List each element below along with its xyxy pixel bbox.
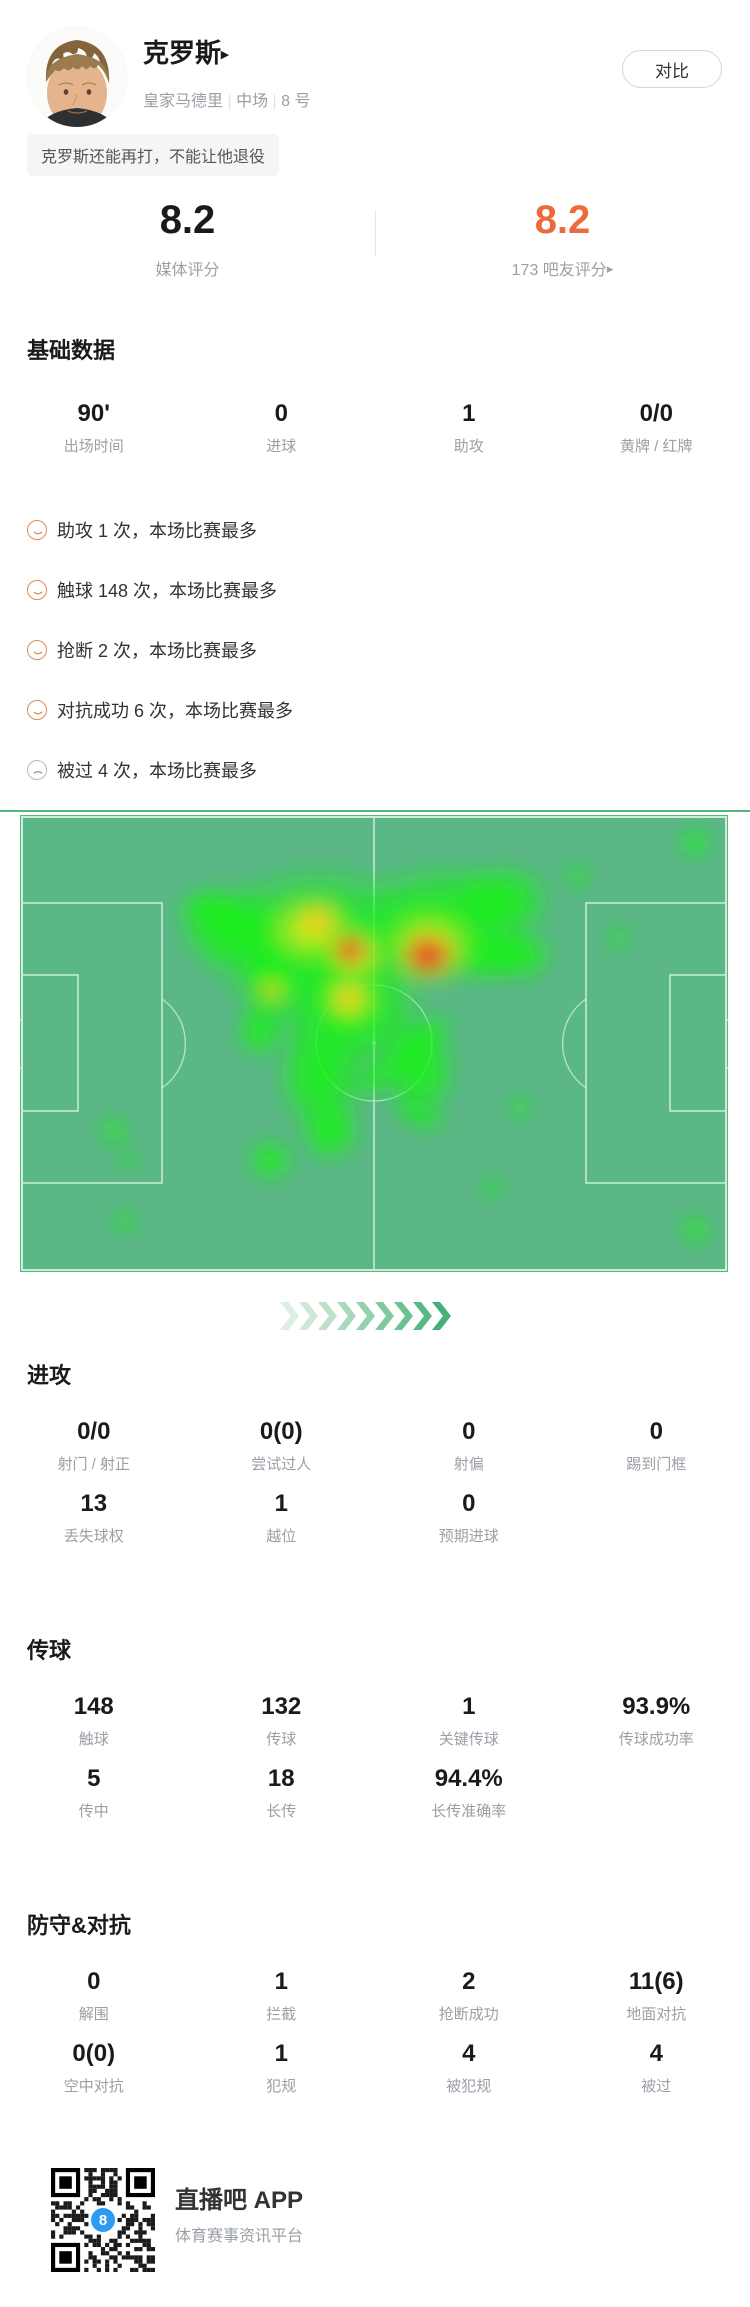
svg-text:8: 8	[99, 2212, 107, 2229]
